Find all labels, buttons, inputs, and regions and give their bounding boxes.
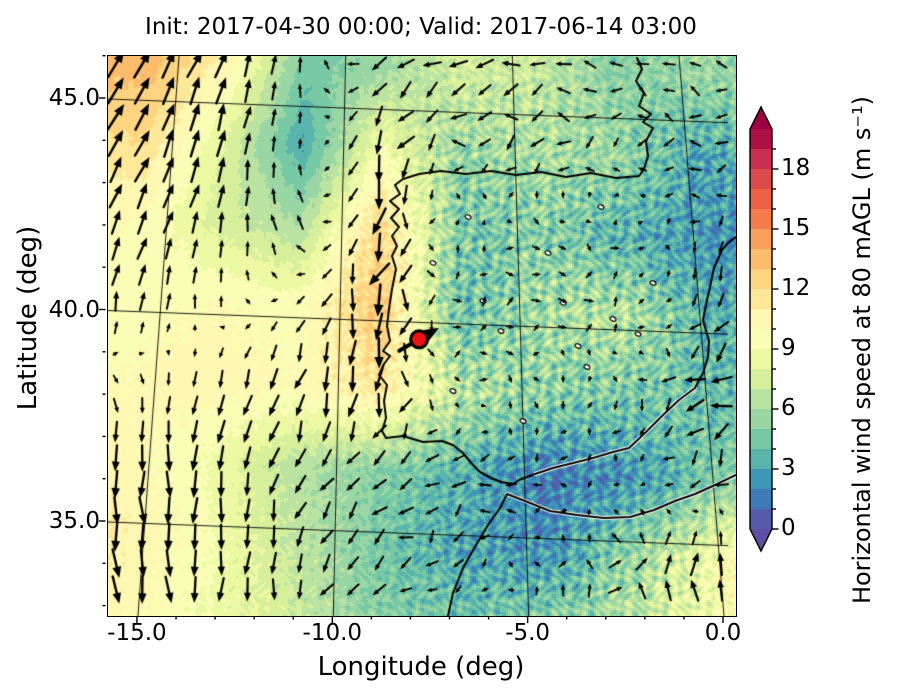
- colorbar-band: [750, 489, 772, 510]
- colorbar-band: [750, 449, 772, 470]
- colorbar-band: [750, 129, 772, 150]
- colorbar-tick-label: 0: [781, 515, 796, 541]
- colorbar-band: [750, 209, 772, 230]
- colorbar-tick-label: 6: [781, 395, 796, 421]
- colorbar-band: [750, 469, 772, 490]
- colorbar-band: [750, 309, 772, 330]
- colorbar-band: [750, 169, 772, 190]
- colorbar-band: [750, 249, 772, 270]
- colorbar: [749, 105, 779, 553]
- x-tick-label: -5.0: [505, 620, 551, 646]
- y-tick-label: 35.0: [48, 508, 100, 534]
- plot-title: Init: 2017-04-30 00:00; Valid: 2017-06-1…: [145, 14, 697, 40]
- colorbar-tick-label: 9: [781, 335, 796, 361]
- colorbar-band: [750, 269, 772, 290]
- colorbar-band: [750, 329, 772, 350]
- x-tick-label: -15.0: [107, 620, 167, 646]
- x-tick-label: 0.0: [704, 620, 742, 646]
- colorbar-band: [750, 289, 772, 310]
- colorbar-tick-label: 15: [781, 215, 811, 241]
- colorbar-band: [750, 389, 772, 410]
- colorbar-band: [750, 229, 772, 250]
- colorbar-label: Horizontal wind speed at 80 mAGL (m s⁻¹): [848, 95, 876, 605]
- y-tick-label: 40.0: [48, 296, 100, 323]
- y-tick-label: 45.0: [48, 85, 100, 111]
- map-plot-area: [107, 55, 737, 617]
- colorbar-band: [750, 429, 772, 450]
- colorbar-band: [750, 509, 772, 530]
- colorbar-band: [750, 149, 772, 170]
- colorbar-band: [750, 349, 772, 370]
- wind-map-canvas: [108, 56, 736, 616]
- colorbar-extend-under: [750, 529, 772, 551]
- x-tick-label: -10.0: [302, 620, 363, 646]
- colorbar-tick-label: 3: [781, 455, 796, 481]
- y-axis-label: Latitude (deg): [13, 225, 43, 411]
- x-axis-label: Longitude (deg): [317, 652, 525, 682]
- colorbar-band: [750, 369, 772, 390]
- colorbar-tick-label: 12: [781, 275, 811, 301]
- colorbar-band: [750, 409, 772, 430]
- colorbar-extend-over: [750, 107, 772, 129]
- colorbar-tick-label: 18: [781, 155, 811, 181]
- colorbar-band: [750, 189, 772, 210]
